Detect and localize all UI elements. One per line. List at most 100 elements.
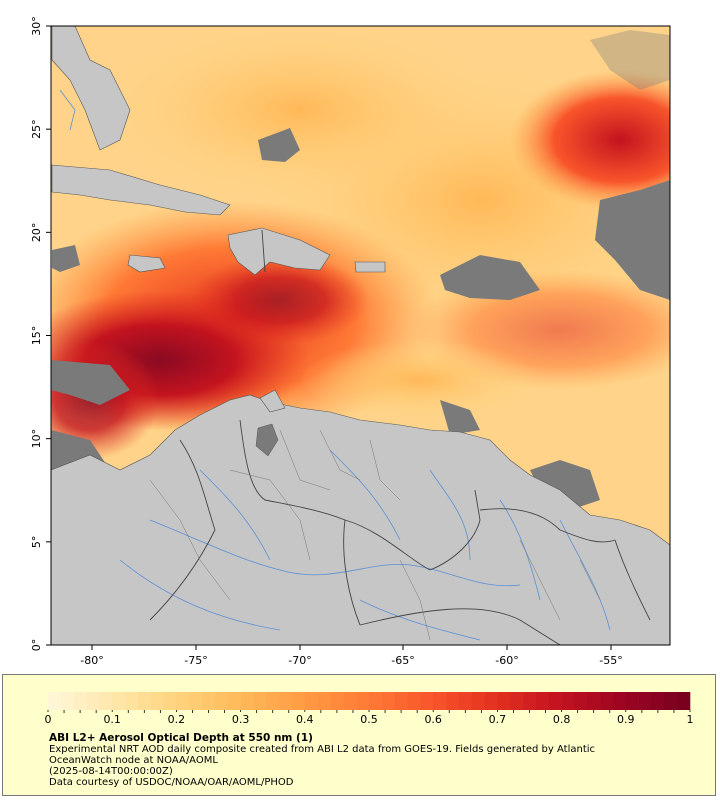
lon-tick-label: -80° [80, 654, 103, 667]
colorbar-cell [356, 692, 370, 710]
lat-tick-label: 0° [30, 639, 43, 652]
colorbar-cell [317, 692, 331, 710]
rivers [59, 89, 611, 641]
colorbar-cell [137, 692, 152, 710]
colorbar-cell [48, 692, 62, 710]
lon-tick-label: -60° [495, 654, 518, 667]
colorbar-cell [574, 692, 588, 710]
land-paraguana [259, 389, 286, 413]
colorbar-cell [535, 692, 550, 710]
colorbar-cell [664, 692, 678, 710]
colorbar-cell [176, 692, 190, 710]
colorbar-cell [510, 692, 524, 710]
colorbar-cell [587, 692, 601, 710]
colorbar-cell [214, 692, 229, 710]
lon-tick-label: -65° [391, 654, 414, 667]
colorbar-cell [600, 692, 614, 710]
land-jamaica [127, 254, 166, 273]
lon-tick-label: -75° [184, 654, 207, 667]
lat-tick-label: 10° [30, 429, 43, 449]
caption-title: ABI L2+ Aerosol Optical Depth at 550 nm … [49, 732, 313, 744]
caption-date: (2025-08-14T00:00:00Z) [49, 766, 173, 777]
colorbar-cell [73, 692, 87, 710]
lat-tick-label: 5° [30, 536, 43, 549]
colorbar-cells [48, 692, 691, 710]
colorbar-cell [202, 692, 216, 710]
colorbar-cell [612, 692, 627, 710]
lat-tick-label: 30° [30, 16, 43, 36]
land-cuba [51, 164, 231, 216]
land-florida [51, 26, 131, 151]
colorbar-cell [266, 692, 280, 710]
colorbar-cell [291, 692, 306, 710]
lat-tick-label: 20° [30, 223, 43, 243]
colorbar-cell [112, 692, 126, 710]
colorbar-cell [677, 692, 691, 710]
caption-line-1: Experimental NRT AOD daily composite cre… [49, 744, 596, 755]
land-areas [51, 26, 670, 645]
colorbar-tick-label: 0.2 [168, 713, 186, 726]
colorbar-cell [253, 692, 267, 710]
colorbar-cell [394, 692, 408, 710]
colorbar: 0 0.1 0.2 0.3 0.4 0.5 0.6 0.7 0.8 0.9 1 [45, 692, 694, 726]
longitude-axis: -80° -75° -70° -65° -60° -55° [80, 645, 623, 667]
plume-northeast [510, 70, 670, 210]
legend-panel: 0 0.1 0.2 0.3 0.4 0.5 0.6 0.7 0.8 0.9 1 ABI L2+ Ae… [2, 674, 716, 796]
colorbar-cell [625, 692, 639, 710]
colorbar-cell [227, 692, 241, 710]
colorbar-cell [279, 692, 293, 710]
colorbar-cell [548, 692, 562, 710]
latitude-axis: 0° 5° 10° 15° 20° 25° 30° [30, 16, 51, 651]
colorbar-cell [433, 692, 447, 710]
land-south-america [51, 394, 670, 645]
lat-tick-label: 15° [30, 326, 43, 346]
colorbar-tick-label: 0.5 [360, 713, 378, 726]
colorbar-cell [381, 692, 395, 710]
aod-field [51, 26, 670, 645]
lake-maracaibo [255, 423, 279, 457]
colorbar-cell [420, 692, 434, 710]
borders [149, 229, 651, 645]
lat-tick-label: 25° [30, 119, 43, 139]
colorbar-cell [240, 692, 254, 710]
map-figure: -80° -75° -70° -65° -60° -55° 0° 5° 10° 15° 20° 25… [30, 16, 671, 667]
colorbar-cell [86, 692, 100, 710]
colorbar-cell [638, 692, 652, 710]
lon-tick-label: -70° [288, 654, 311, 667]
land-puerto-rico [354, 261, 386, 273]
colorbar-cell [330, 692, 344, 710]
colorbar-tick-label: 0.6 [424, 713, 442, 726]
colorbar-cell [484, 692, 498, 710]
colorbar-cell [523, 692, 537, 710]
colorbar-cell [304, 692, 318, 710]
colorbar-tick-label: 0 [45, 713, 52, 726]
colorbar-tick-label: 0.4 [296, 713, 314, 726]
colorbar-cell [561, 692, 575, 710]
land-hispaniola [227, 227, 331, 276]
caption-credit: Data courtesy of USDOC/NOAA/OAR/AOML/PHO… [49, 777, 294, 788]
colorbar-cell [458, 692, 473, 710]
colorbar-cell [407, 692, 421, 710]
colorbar-tick-label: 0.7 [489, 713, 507, 726]
caption-line-2: OceanWatch node at NOAA/AOML [49, 755, 218, 766]
colorbar-tick-label: 0.8 [553, 713, 571, 726]
colorbar-cell [343, 692, 357, 710]
colorbar-cell [651, 692, 665, 710]
colorbar-tick-label: 0.9 [617, 713, 635, 726]
colorbar-cell [446, 692, 460, 710]
colorbar-cell [189, 692, 203, 710]
colorbar-tick-label: 0.3 [232, 713, 250, 726]
colorbar-cell [497, 692, 511, 710]
colorbar-tick-label: 1 [687, 713, 694, 726]
colorbar-cell [163, 692, 177, 710]
colorbar-cell [99, 692, 113, 710]
colorbar-ticks: 0 0.1 0.2 0.3 0.4 0.5 0.6 0.7 0.8 0.9 1 [45, 710, 694, 726]
colorbar-cell [471, 692, 485, 710]
colorbar-cell [60, 692, 74, 710]
colorbar-cell [125, 692, 139, 710]
colorbar-cell [369, 692, 383, 710]
colorbar-cell [150, 692, 164, 710]
colorbar-tick-label: 0.1 [103, 713, 121, 726]
lon-tick-label: -55° [599, 654, 622, 667]
state-borders [149, 429, 601, 641]
